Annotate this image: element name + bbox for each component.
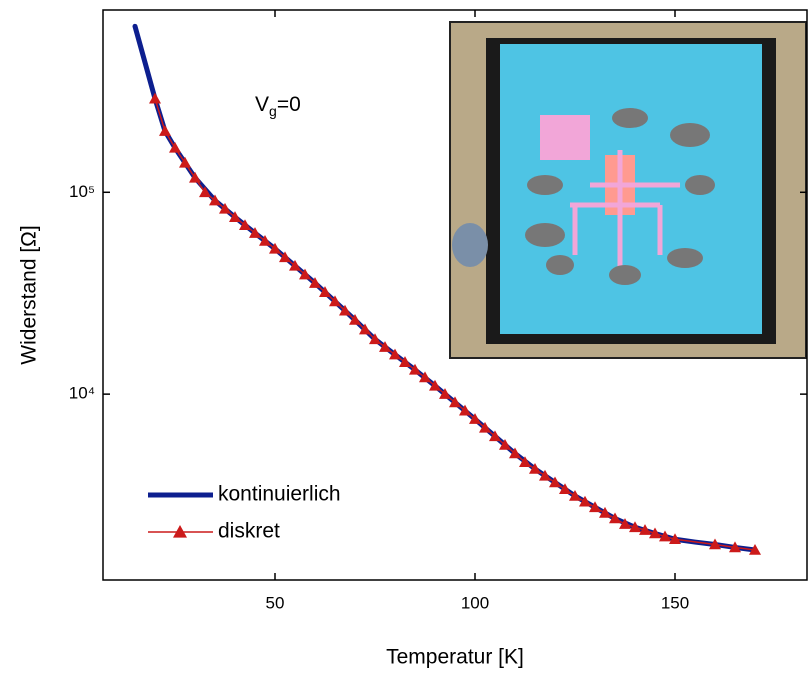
x-axis-label: Temperatur [K] [386,646,524,669]
y-tick-label: 10⁴ [69,384,95,403]
marker [289,259,301,271]
marker [749,543,761,555]
contact [525,223,565,247]
x-tick-label: 100 [461,593,489,612]
marker [459,404,471,416]
marker [369,333,381,345]
marker [219,202,231,214]
x-tick-label: 150 [661,593,689,612]
marker [339,304,351,316]
marker [599,506,611,518]
marker [729,541,741,553]
contact [667,248,703,268]
marker [589,501,601,513]
annotation-base: V [255,93,269,116]
marker [189,171,201,183]
legend-label: kontinuierlich [218,483,341,506]
contact [670,123,710,147]
plot-frame [102,9,808,581]
legend-marker [173,525,187,538]
marker [349,313,361,325]
marker [389,348,401,360]
marker [199,186,211,198]
pad [540,115,590,160]
marker [569,489,581,501]
contact [609,265,641,285]
glue [452,223,488,267]
marker [479,421,491,433]
annotation-subscript: g [269,103,277,119]
marker [249,227,261,238]
y-tick-label: 10⁵ [69,182,95,201]
marker [669,533,681,545]
marker [529,462,541,474]
marker [399,356,411,367]
marker [509,447,521,459]
annotation-tail: =0 [277,93,301,116]
x-tick-label: 50 [266,593,285,612]
marker [549,476,561,488]
marker [489,430,501,442]
marker [329,295,341,307]
marker [439,388,451,399]
marker [469,413,481,424]
contact [685,175,715,195]
marker [639,524,651,535]
marker [379,341,391,352]
marker [429,379,441,391]
marker [659,530,671,542]
marker [579,495,591,507]
marker [619,518,631,529]
marker [419,371,431,383]
inset-photo [449,21,807,359]
contact [546,255,574,275]
marker [629,521,641,533]
marker [709,538,721,550]
marker [209,194,221,206]
marker [179,156,191,168]
marker [299,268,311,280]
marker [499,438,511,450]
marker [149,92,161,104]
marker [169,141,181,153]
marker [229,211,241,222]
leads [570,150,680,270]
legend-label: diskret [218,520,280,543]
contact [527,175,563,195]
marker [279,251,291,263]
marker [649,527,661,539]
annotation: Vg=0 [255,93,301,119]
contact [612,108,648,128]
marker [239,219,251,230]
marker [539,469,551,481]
marker [519,456,531,468]
marker [309,277,321,288]
marker [609,512,621,524]
marker [259,234,271,246]
y-axis-label: Widerstand [Ω] [18,225,41,364]
marker [359,323,371,335]
marker [409,363,421,375]
marker [159,125,171,136]
marker [269,242,281,254]
marker [449,396,461,408]
marker [319,286,331,297]
marker [559,483,571,495]
